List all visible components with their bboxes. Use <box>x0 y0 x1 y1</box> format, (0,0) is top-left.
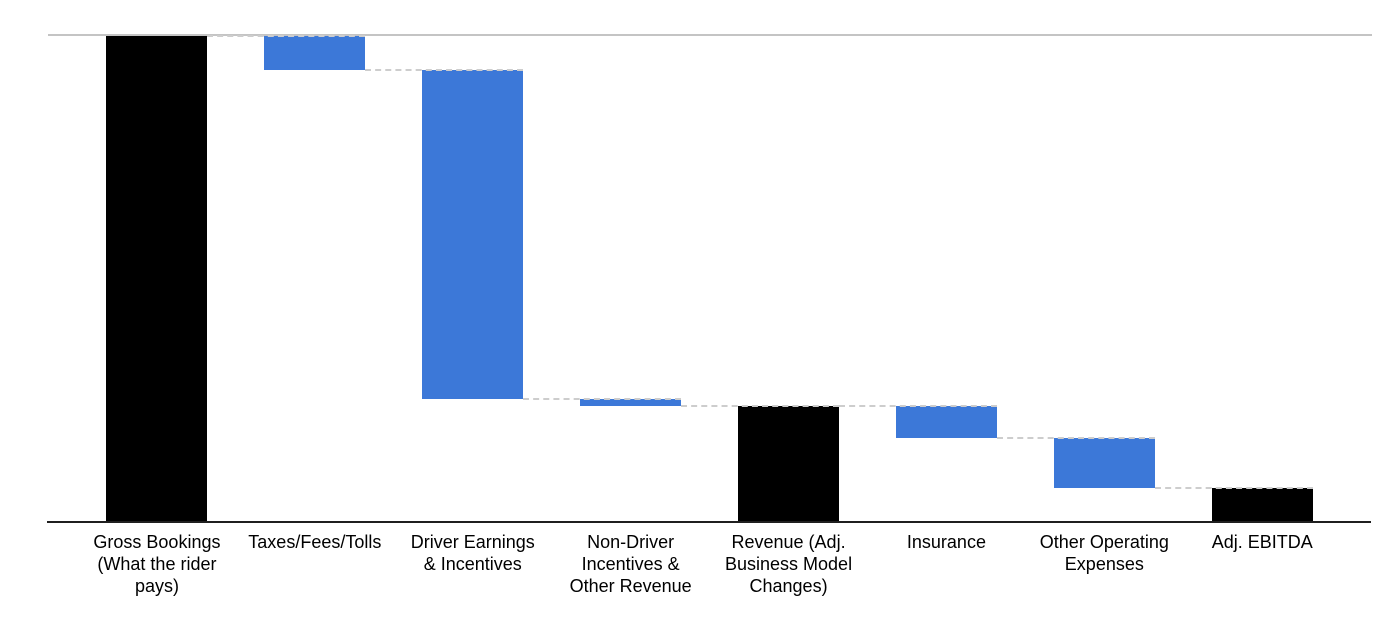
connector-line <box>365 69 524 72</box>
category-label: Other Operating Expenses <box>1039 532 1169 574</box>
connector-line <box>996 436 1155 439</box>
connector-line <box>523 398 682 401</box>
connector-line <box>1154 486 1313 489</box>
waterfall-bar-total <box>738 405 840 522</box>
connector-line <box>207 35 366 37</box>
waterfall-bar-decrease <box>895 405 997 438</box>
top-gridline <box>48 34 1372 36</box>
category-label: Adj. EBITDA <box>1211 532 1313 552</box>
waterfall-bar-decrease <box>264 36 366 71</box>
connector-line <box>839 404 997 407</box>
waterfall-bar-decrease <box>1053 437 1155 488</box>
category-label: Gross Bookings (What the rider pays) <box>93 532 221 596</box>
waterfall-bar-total <box>106 36 208 522</box>
waterfall-bar-decrease <box>580 399 682 406</box>
category-label: Driver Earnings & Incentives <box>410 532 535 574</box>
waterfall-bar-total <box>1211 487 1313 522</box>
category-label: Non-Driver Incentives & Other Revenue <box>569 532 692 596</box>
waterfall-bar-decrease <box>422 70 524 400</box>
category-label: Taxes/Fees/Tolls <box>248 532 382 552</box>
x-axis-line <box>47 521 1371 523</box>
connector-line <box>681 404 840 407</box>
category-label: Insurance <box>906 532 986 552</box>
category-label: Revenue (Adj. Business Model Changes) <box>725 532 853 596</box>
